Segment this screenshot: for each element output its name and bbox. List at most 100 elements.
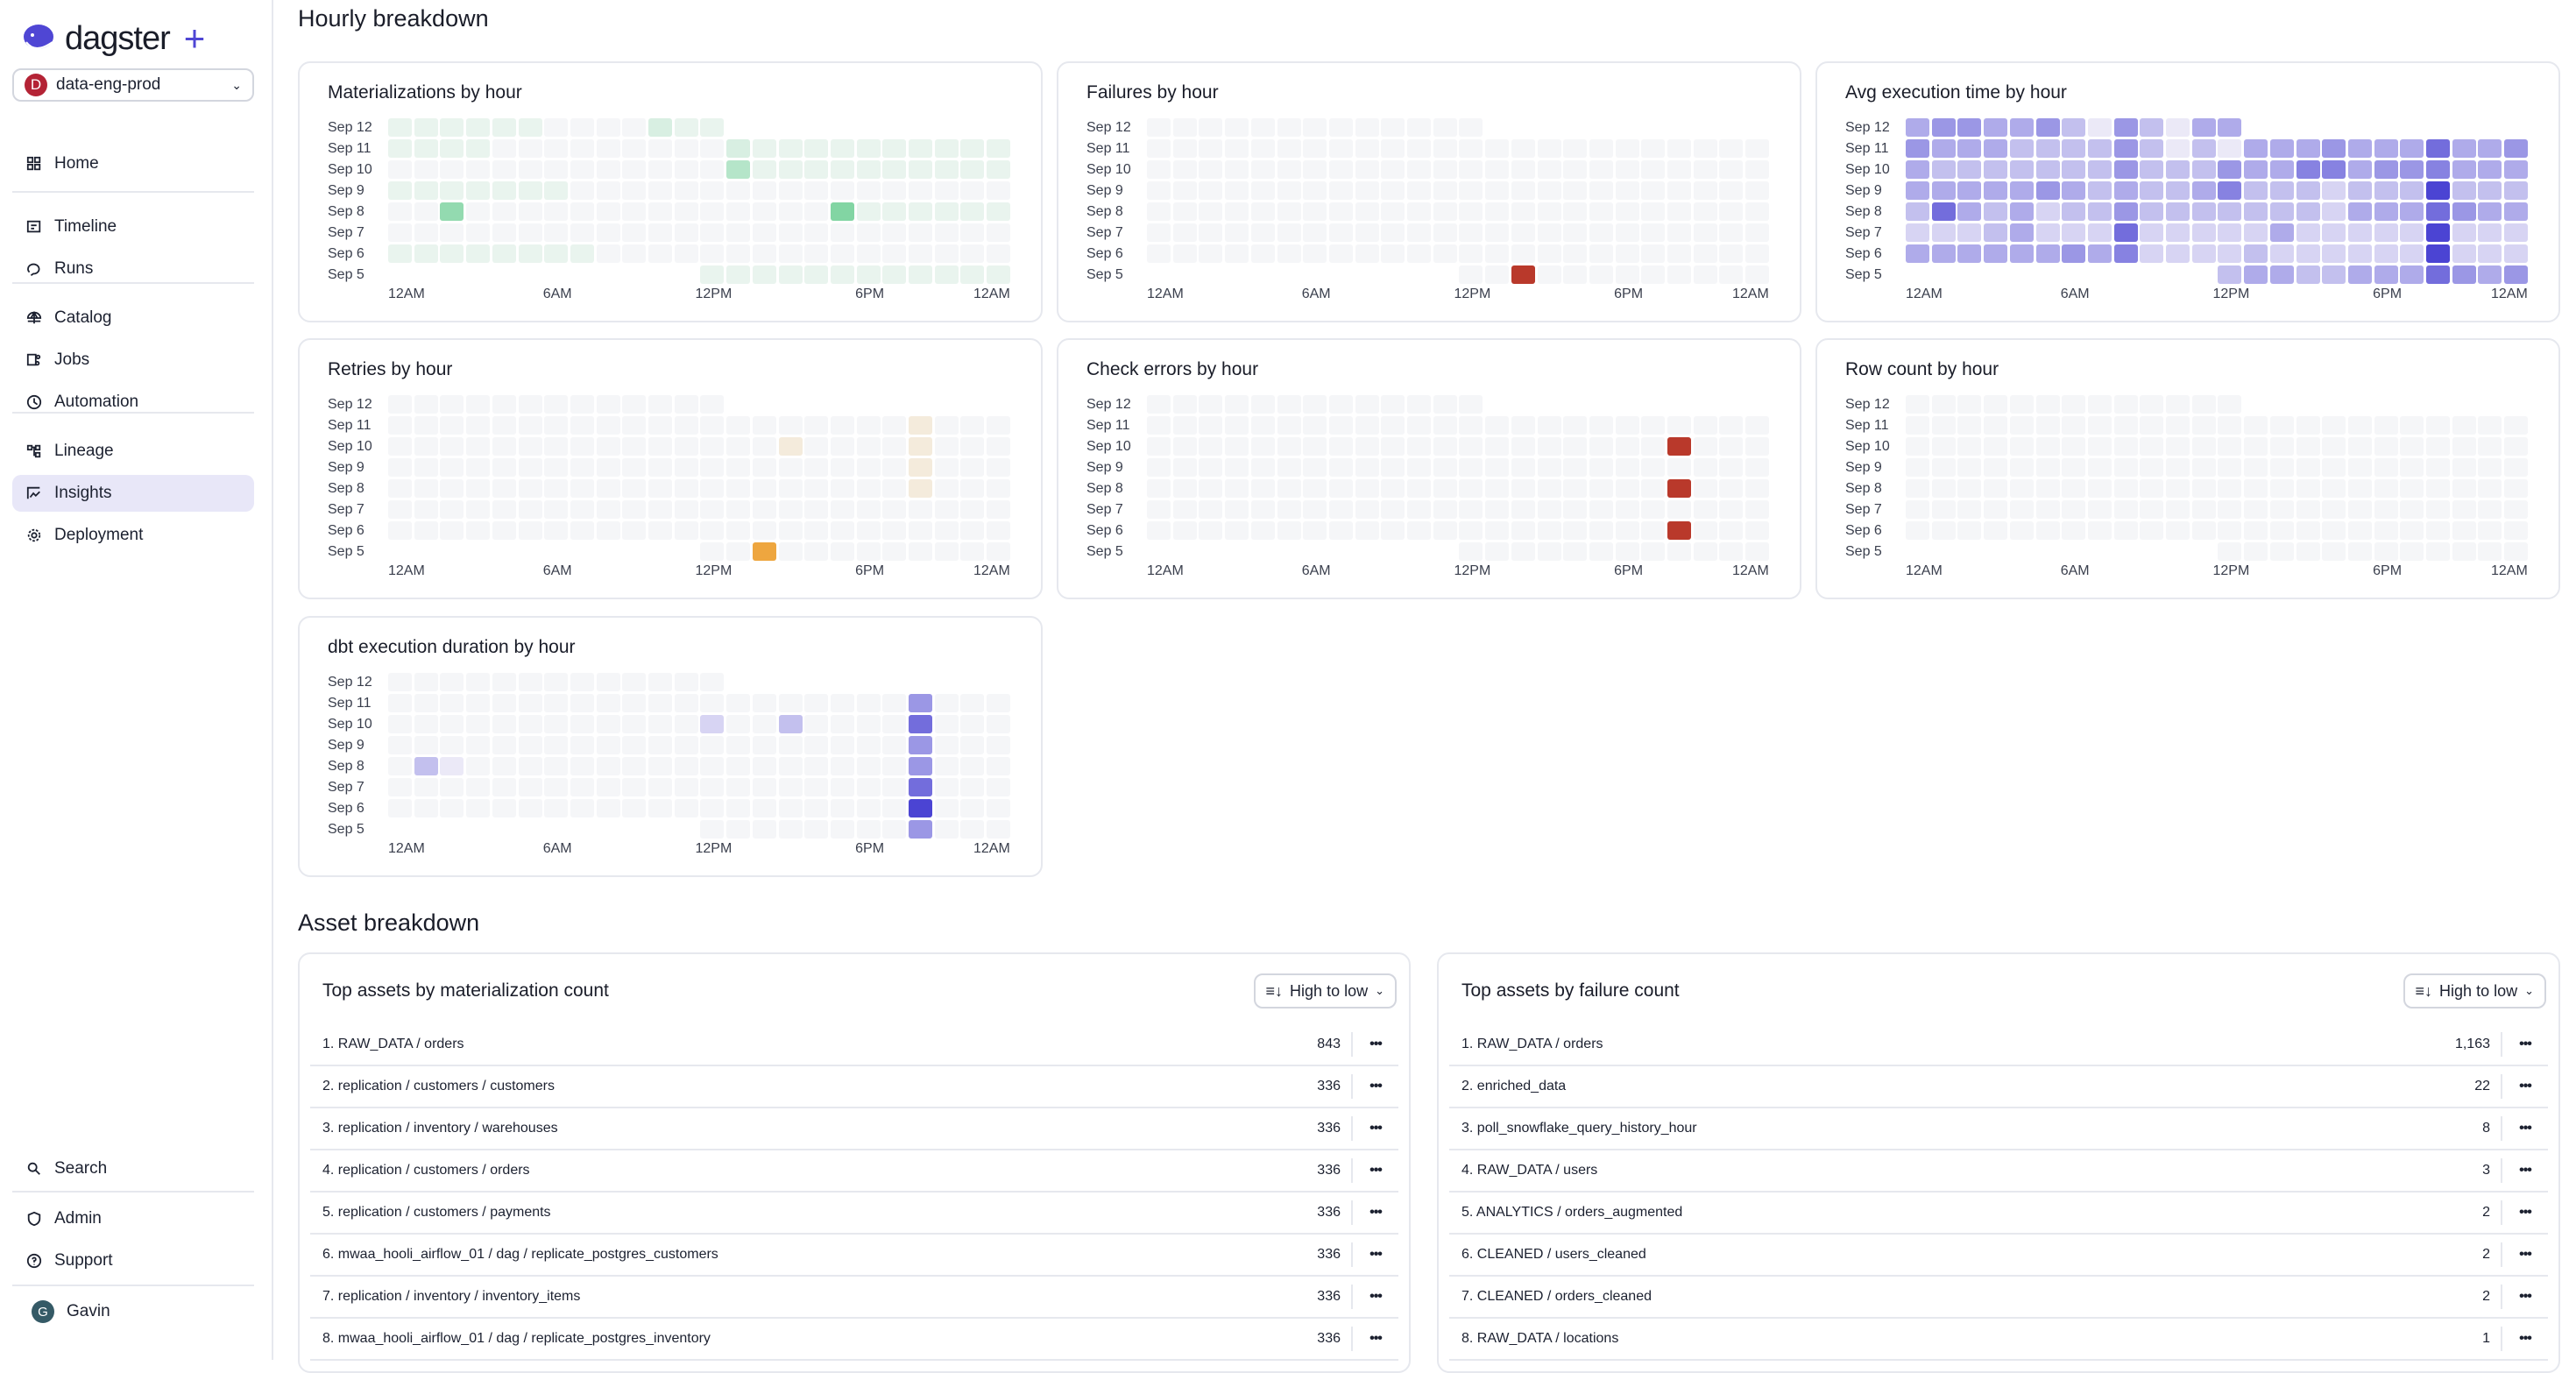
heatmap-cell[interactable] xyxy=(2035,181,2060,200)
heatmap-cell[interactable] xyxy=(804,244,829,263)
heatmap-cell[interactable] xyxy=(1250,395,1275,414)
heatmap-cell[interactable] xyxy=(1667,479,1691,498)
heatmap-cell[interactable] xyxy=(726,500,751,519)
heatmap-cell[interactable] xyxy=(518,223,542,242)
heatmap-cell[interactable] xyxy=(960,223,985,242)
heatmap-cell[interactable] xyxy=(987,715,1011,733)
heatmap-cell[interactable] xyxy=(752,139,776,158)
heatmap-cell[interactable] xyxy=(492,715,516,733)
heatmap-cell[interactable] xyxy=(2191,181,2216,200)
heatmap-cell[interactable] xyxy=(804,542,829,561)
heatmap-cell[interactable] xyxy=(2400,479,2424,498)
heatmap-cell[interactable] xyxy=(1433,139,1457,158)
heatmap-cell[interactable] xyxy=(1511,458,1535,477)
heatmap-cell[interactable] xyxy=(1719,416,1744,435)
heatmap-cell[interactable] xyxy=(2478,437,2502,456)
heatmap-cell[interactable] xyxy=(1641,160,1666,179)
heatmap-cell[interactable] xyxy=(960,458,985,477)
heatmap-cell[interactable] xyxy=(752,542,776,561)
heatmap-cell[interactable] xyxy=(388,778,412,796)
heatmap-cell[interactable] xyxy=(1984,244,2008,263)
heatmap-cell[interactable] xyxy=(648,694,672,712)
heatmap-cell[interactable] xyxy=(2400,223,2424,242)
heatmap-cell[interactable] xyxy=(674,118,698,137)
heatmap-cell[interactable] xyxy=(778,715,803,733)
heatmap-cell[interactable] xyxy=(778,181,803,200)
heatmap-cell[interactable] xyxy=(440,458,464,477)
heatmap-cell[interactable] xyxy=(830,694,854,712)
heatmap-cell[interactable] xyxy=(2218,223,2242,242)
heatmap-cell[interactable] xyxy=(1563,500,1588,519)
heatmap-cell[interactable] xyxy=(492,799,516,817)
heatmap-cell[interactable] xyxy=(622,223,647,242)
heatmap-cell[interactable] xyxy=(1719,160,1744,179)
heatmap-cell[interactable] xyxy=(388,244,412,263)
heatmap-cell[interactable] xyxy=(674,244,698,263)
heatmap-cell[interactable] xyxy=(2009,521,2034,540)
heatmap-cell[interactable] xyxy=(2009,244,2034,263)
heatmap-cell[interactable] xyxy=(570,479,594,498)
heatmap-cell[interactable] xyxy=(1641,479,1666,498)
heatmap-cell[interactable] xyxy=(492,118,516,137)
heatmap-cell[interactable] xyxy=(2062,395,2086,414)
heatmap-cell[interactable] xyxy=(596,437,620,456)
heatmap-cell[interactable] xyxy=(388,694,412,712)
heatmap-cell[interactable] xyxy=(1459,542,1483,561)
heatmap-cell[interactable] xyxy=(700,139,725,158)
heatmap-cell[interactable] xyxy=(2009,223,2034,242)
heatmap-cell[interactable] xyxy=(570,223,594,242)
heatmap-cell[interactable] xyxy=(1745,202,1770,221)
heatmap-cell[interactable] xyxy=(2244,244,2268,263)
heatmap-cell[interactable] xyxy=(544,458,569,477)
heatmap-cell[interactable] xyxy=(1485,181,1510,200)
heatmap-cell[interactable] xyxy=(2347,542,2372,561)
heatmap-cell[interactable] xyxy=(1641,458,1666,477)
heatmap-cell[interactable] xyxy=(1906,479,1929,498)
heatmap-cell[interactable] xyxy=(778,757,803,775)
heatmap-cell[interactable] xyxy=(987,416,1011,435)
heatmap-cell[interactable] xyxy=(518,757,542,775)
heatmap-cell[interactable] xyxy=(570,244,594,263)
heatmap-cell[interactable] xyxy=(2322,223,2346,242)
heatmap-cell[interactable] xyxy=(2374,202,2398,221)
heatmap-cell[interactable] xyxy=(726,694,751,712)
heatmap-cell[interactable] xyxy=(804,139,829,158)
heatmap-cell[interactable] xyxy=(492,500,516,519)
heatmap-cell[interactable] xyxy=(2062,437,2086,456)
heatmap-cell[interactable] xyxy=(1381,458,1405,477)
heatmap-cell[interactable] xyxy=(909,694,932,712)
heatmap-cell[interactable] xyxy=(1459,202,1483,221)
heatmap-cell[interactable] xyxy=(648,757,672,775)
heatmap-cell[interactable] xyxy=(856,778,881,796)
heatmap-cell[interactable] xyxy=(1641,542,1666,561)
heatmap-cell[interactable] xyxy=(1667,181,1691,200)
heatmap-cell[interactable] xyxy=(1355,437,1379,456)
heatmap-cell[interactable] xyxy=(388,416,412,435)
heatmap-cell[interactable] xyxy=(648,500,672,519)
heatmap-cell[interactable] xyxy=(987,437,1011,456)
heatmap-cell[interactable] xyxy=(882,479,907,498)
heatmap-cell[interactable] xyxy=(388,202,412,221)
heatmap-cell[interactable] xyxy=(1667,521,1691,540)
heatmap-cell[interactable] xyxy=(726,223,751,242)
heatmap-cell[interactable] xyxy=(596,181,620,200)
heatmap-cell[interactable] xyxy=(1719,458,1744,477)
heatmap-cell[interactable] xyxy=(622,479,647,498)
heatmap-cell[interactable] xyxy=(2218,437,2242,456)
heatmap-cell[interactable] xyxy=(2035,160,2060,179)
heatmap-cell[interactable] xyxy=(2087,500,2112,519)
heatmap-cell[interactable] xyxy=(466,223,491,242)
heatmap-cell[interactable] xyxy=(882,202,907,221)
heatmap-cell[interactable] xyxy=(804,160,829,179)
heatmap-cell[interactable] xyxy=(804,265,829,284)
heatmap-cell[interactable] xyxy=(2322,139,2346,158)
heatmap-cell[interactable] xyxy=(388,673,412,691)
heatmap-cell[interactable] xyxy=(388,118,412,137)
heatmap-cell[interactable] xyxy=(2296,223,2320,242)
heatmap-cell[interactable] xyxy=(987,244,1011,263)
heatmap-cell[interactable] xyxy=(700,757,725,775)
table-row[interactable]: 3. replication / inventory / warehouses 3… xyxy=(310,1108,1398,1150)
heatmap-cell[interactable] xyxy=(1277,395,1301,414)
heatmap-cell[interactable] xyxy=(856,736,881,754)
more-options-icon[interactable]: ••• xyxy=(1369,1163,1383,1178)
